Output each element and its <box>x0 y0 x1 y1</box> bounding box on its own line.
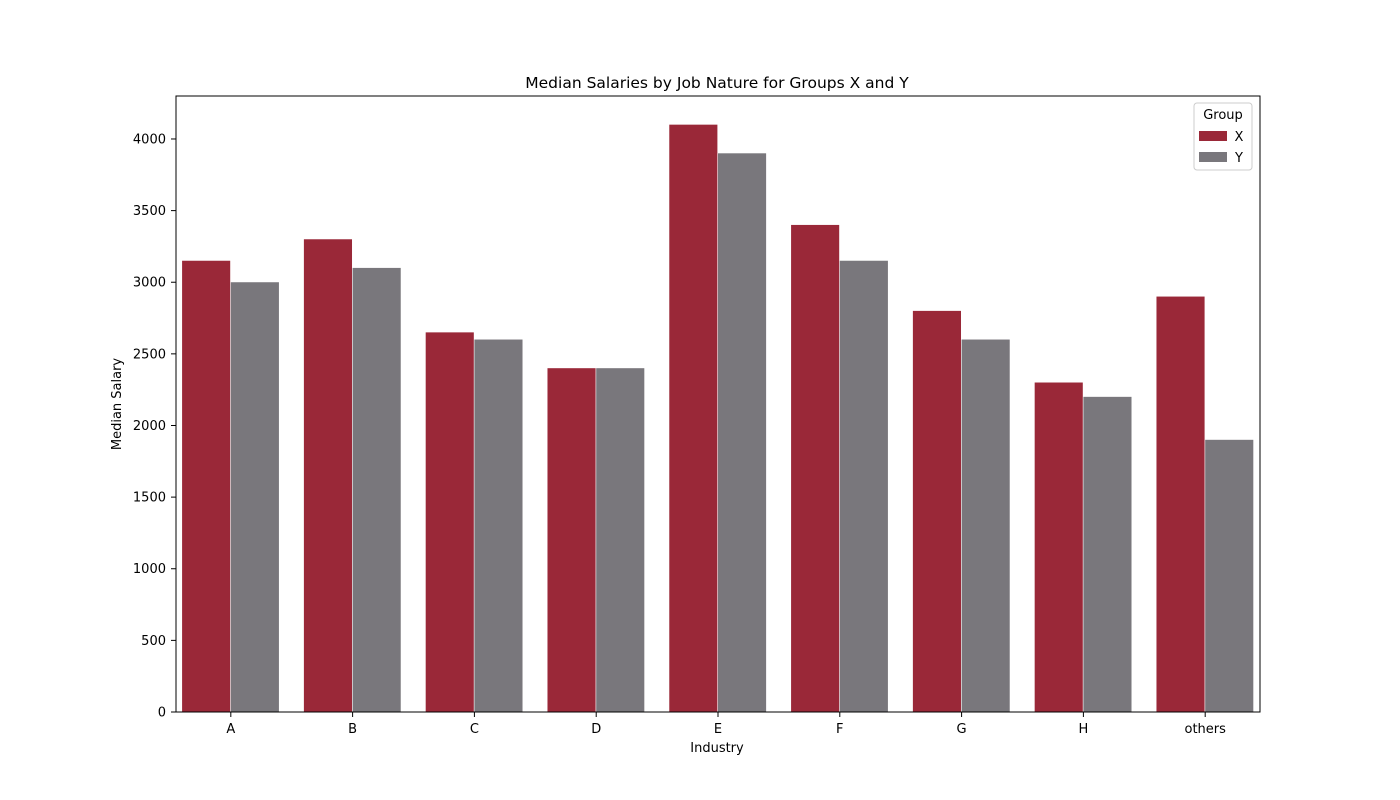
x-tick-label: H <box>1079 722 1089 737</box>
bar-y-d <box>596 368 645 712</box>
y-tick-label: 500 <box>141 634 166 649</box>
bar-x-g <box>912 310 961 712</box>
bar-y-a <box>230 282 279 712</box>
bar-y-others <box>1205 439 1254 712</box>
legend: Group XY <box>1193 102 1253 171</box>
bar-x-d <box>547 368 596 712</box>
bar-y-e <box>718 153 767 713</box>
y-tick-label: 1000 <box>133 562 166 577</box>
plot-frame <box>175 95 1261 713</box>
y-tick-label: 1500 <box>133 491 166 506</box>
bar-x-h <box>1034 382 1083 712</box>
x-tick-label: B <box>348 722 357 737</box>
x-tick-label: E <box>714 722 722 737</box>
bar-x-e <box>669 124 718 712</box>
y-tick-label: 2500 <box>133 347 166 362</box>
legend-label-x: X <box>1235 130 1244 145</box>
bar-x-a <box>182 260 231 712</box>
y-tick-label: 4000 <box>133 132 166 147</box>
x-tick-label: C <box>470 722 479 737</box>
x-axis-label: Industry <box>690 741 744 756</box>
x-tick-label: D <box>591 722 601 737</box>
legend-swatch-x <box>1199 131 1227 141</box>
bar-y-h <box>1083 396 1132 712</box>
x-tick-label: others <box>1184 722 1226 737</box>
chart-title: Median Salaries by Job Nature for Groups… <box>525 74 909 92</box>
bar-y-b <box>352 267 401 712</box>
x-tick-label: A <box>226 722 235 737</box>
bar-x-c <box>425 332 474 712</box>
legend-swatch-y <box>1199 152 1227 162</box>
y-tick-label: 2000 <box>133 419 166 434</box>
y-tick-label: 0 <box>158 706 166 721</box>
y-axis-label: Median Salary <box>110 358 125 451</box>
bar-x-f <box>791 224 840 712</box>
bar-y-f <box>839 260 888 712</box>
bar-x-others <box>1156 296 1205 712</box>
bar-y-g <box>961 339 1010 712</box>
bar-x-b <box>303 239 353 712</box>
legend-title: Group <box>1203 108 1243 123</box>
x-tick-label: G <box>957 722 967 737</box>
plot-area <box>182 124 1254 713</box>
legend-label-y: Y <box>1234 151 1243 166</box>
x-tick-label: F <box>836 722 843 737</box>
y-axis: 0 500 1000 1500 2000 2500 3000 3500 4000 <box>133 132 176 721</box>
bar-y-c <box>474 339 523 712</box>
y-tick-label: 3000 <box>133 276 166 291</box>
y-tick-label: 3500 <box>133 204 166 219</box>
